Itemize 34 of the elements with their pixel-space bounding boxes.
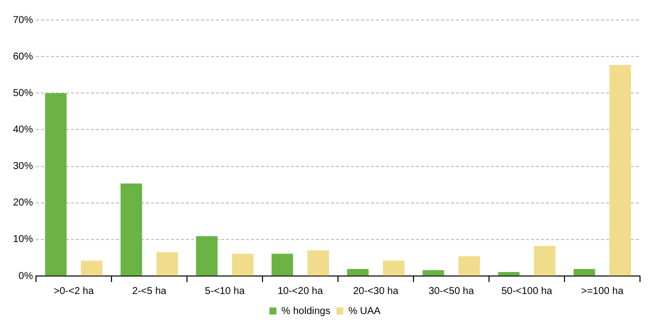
legend-label: % holdings (281, 306, 330, 317)
bar (232, 254, 254, 276)
bar (347, 269, 369, 276)
bar (45, 93, 67, 276)
x-tick-label: 10-<20 ha (278, 286, 324, 297)
y-tick-label: 70% (13, 14, 34, 26)
bar (307, 250, 329, 276)
x-tick-label: 5-<10 ha (204, 286, 246, 297)
legend-label: % UAA (348, 306, 381, 317)
y-tick-label: 50% (13, 88, 34, 99)
bar (534, 246, 556, 276)
y-tick-label: 30% (13, 161, 34, 172)
bar (458, 256, 480, 276)
bar (609, 64, 631, 276)
y-tick-label: 0% (18, 270, 34, 282)
y-tick-label: 60% (13, 51, 34, 62)
y-tick-label: 10% (13, 234, 34, 246)
bar (382, 260, 404, 276)
bar (120, 183, 142, 276)
bar (574, 269, 596, 276)
y-tick-label: 20% (13, 198, 34, 209)
y-tick-label: 40% (13, 124, 34, 136)
x-tick-label: 50-<100 ha (501, 286, 553, 297)
bar (422, 270, 444, 276)
bar (156, 252, 178, 276)
bar (498, 272, 520, 276)
x-tick-label: 2-<5 ha (132, 286, 167, 297)
bar (272, 254, 294, 276)
bar (80, 260, 102, 276)
x-tick-label: >=100 ha (581, 286, 624, 297)
x-tick-label: 30-<50 ha (428, 286, 474, 297)
bar (196, 236, 218, 276)
x-tick-label: >0-<2 ha (54, 286, 94, 297)
x-tick-label: 20-<30 ha (353, 286, 399, 297)
